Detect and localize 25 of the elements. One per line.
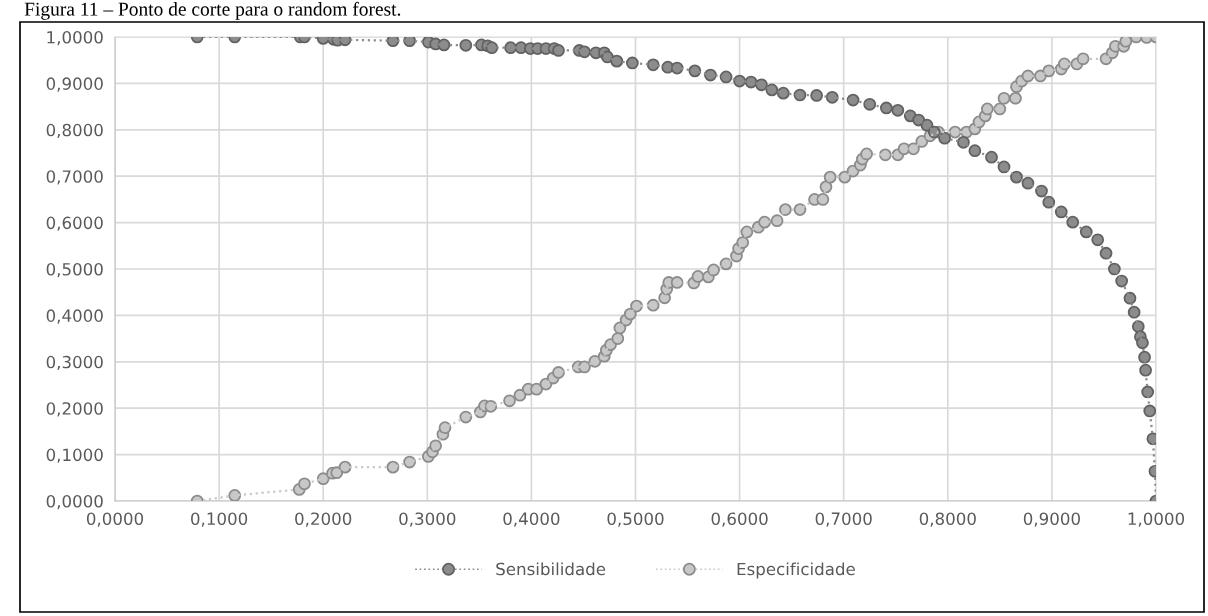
y-tick-label: 0,0000 — [46, 494, 103, 510]
chart-title: Figura 11 – Ponto de corte para o random forest. — [24, 1, 401, 20]
y-tick-label: 0,4000 — [46, 309, 103, 324]
x-tick-label: 0,1000 — [191, 512, 248, 527]
y-tick-label: 0,3000 — [46, 355, 103, 371]
x-tick-label: 0,2000 — [295, 512, 352, 527]
y-tick-label: 0,6000 — [46, 216, 103, 231]
x-tick-label: 0,0000 — [86, 512, 144, 527]
x-tick-label: 0,5000 — [607, 512, 664, 527]
y-tick-label: 0,1000 — [46, 448, 103, 463]
legend-label: Especificidade — [737, 562, 855, 579]
y-tick-label: 0,2000 — [46, 402, 103, 417]
x-tick-label: 0,7000 — [815, 512, 872, 527]
x-tick-label: 0,4000 — [503, 512, 560, 527]
x-tick-label: 0,9000 — [1023, 512, 1080, 527]
x-tick-label: 1,0000 — [1128, 512, 1185, 527]
y-tick-label: 0,5000 — [46, 262, 103, 278]
y-tick-label: 0,7000 — [46, 170, 103, 185]
x-tick-label: 0,3000 — [399, 512, 456, 527]
x-tick-label: 0,8000 — [919, 512, 976, 527]
y-tick-label: 1,0000 — [47, 30, 103, 46]
legend-label: Sensibilidade — [496, 562, 606, 576]
y-tick-label: 0,8000 — [46, 123, 103, 139]
x-tick-label: 0,6000 — [711, 512, 768, 527]
y-tick-label: 0,9000 — [46, 77, 103, 92]
